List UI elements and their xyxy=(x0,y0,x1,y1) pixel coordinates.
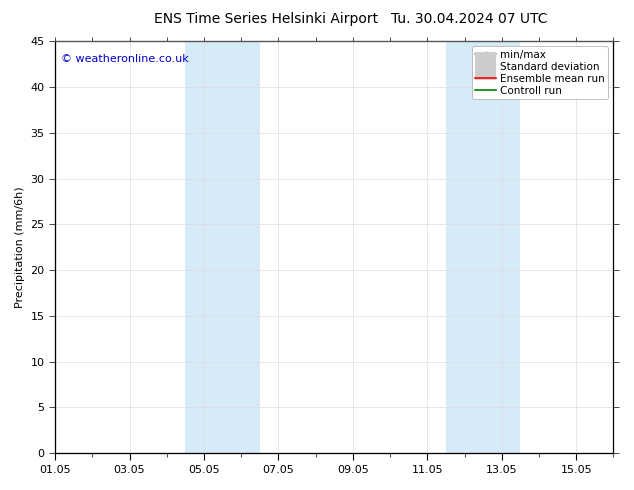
Text: Tu. 30.04.2024 07 UTC: Tu. 30.04.2024 07 UTC xyxy=(391,12,547,26)
Text: © weatheronline.co.uk: © weatheronline.co.uk xyxy=(61,53,188,64)
Bar xyxy=(185,41,260,453)
Text: ENS Time Series Helsinki Airport: ENS Time Series Helsinki Airport xyxy=(154,12,378,26)
Bar xyxy=(446,41,521,453)
Y-axis label: Precipitation (mm/6h): Precipitation (mm/6h) xyxy=(15,186,25,308)
Legend: min/max, Standard deviation, Ensemble mean run, Controll run: min/max, Standard deviation, Ensemble me… xyxy=(472,47,608,99)
